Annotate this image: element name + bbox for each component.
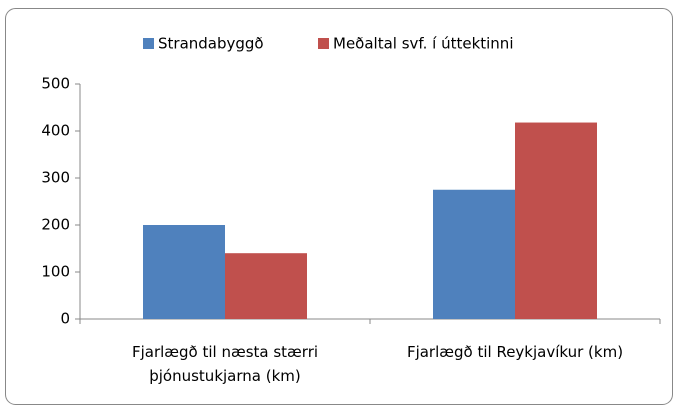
legend-swatch (318, 38, 329, 49)
y-tick-label: 0 (60, 310, 70, 328)
legend-label: Strandabyggð (158, 35, 264, 53)
y-tick-label: 300 (41, 169, 70, 187)
legend-label: Meðaltal svf. í úttektinni (333, 35, 513, 53)
bar (143, 225, 225, 319)
x-tick-label: Fjarlægð til Reykjavíkur (km) (406, 343, 624, 361)
y-tick-label: 400 (41, 122, 70, 140)
bar (225, 253, 307, 319)
bar (515, 122, 597, 319)
legend-swatch (143, 38, 154, 49)
y-tick-label: 100 (41, 263, 70, 281)
y-tick-label: 500 (41, 75, 70, 93)
x-tick-label: Fjarlægð til næsta stærri þjónustukjarna… (131, 343, 319, 385)
y-tick-label: 200 (41, 216, 70, 234)
bar (433, 189, 515, 319)
